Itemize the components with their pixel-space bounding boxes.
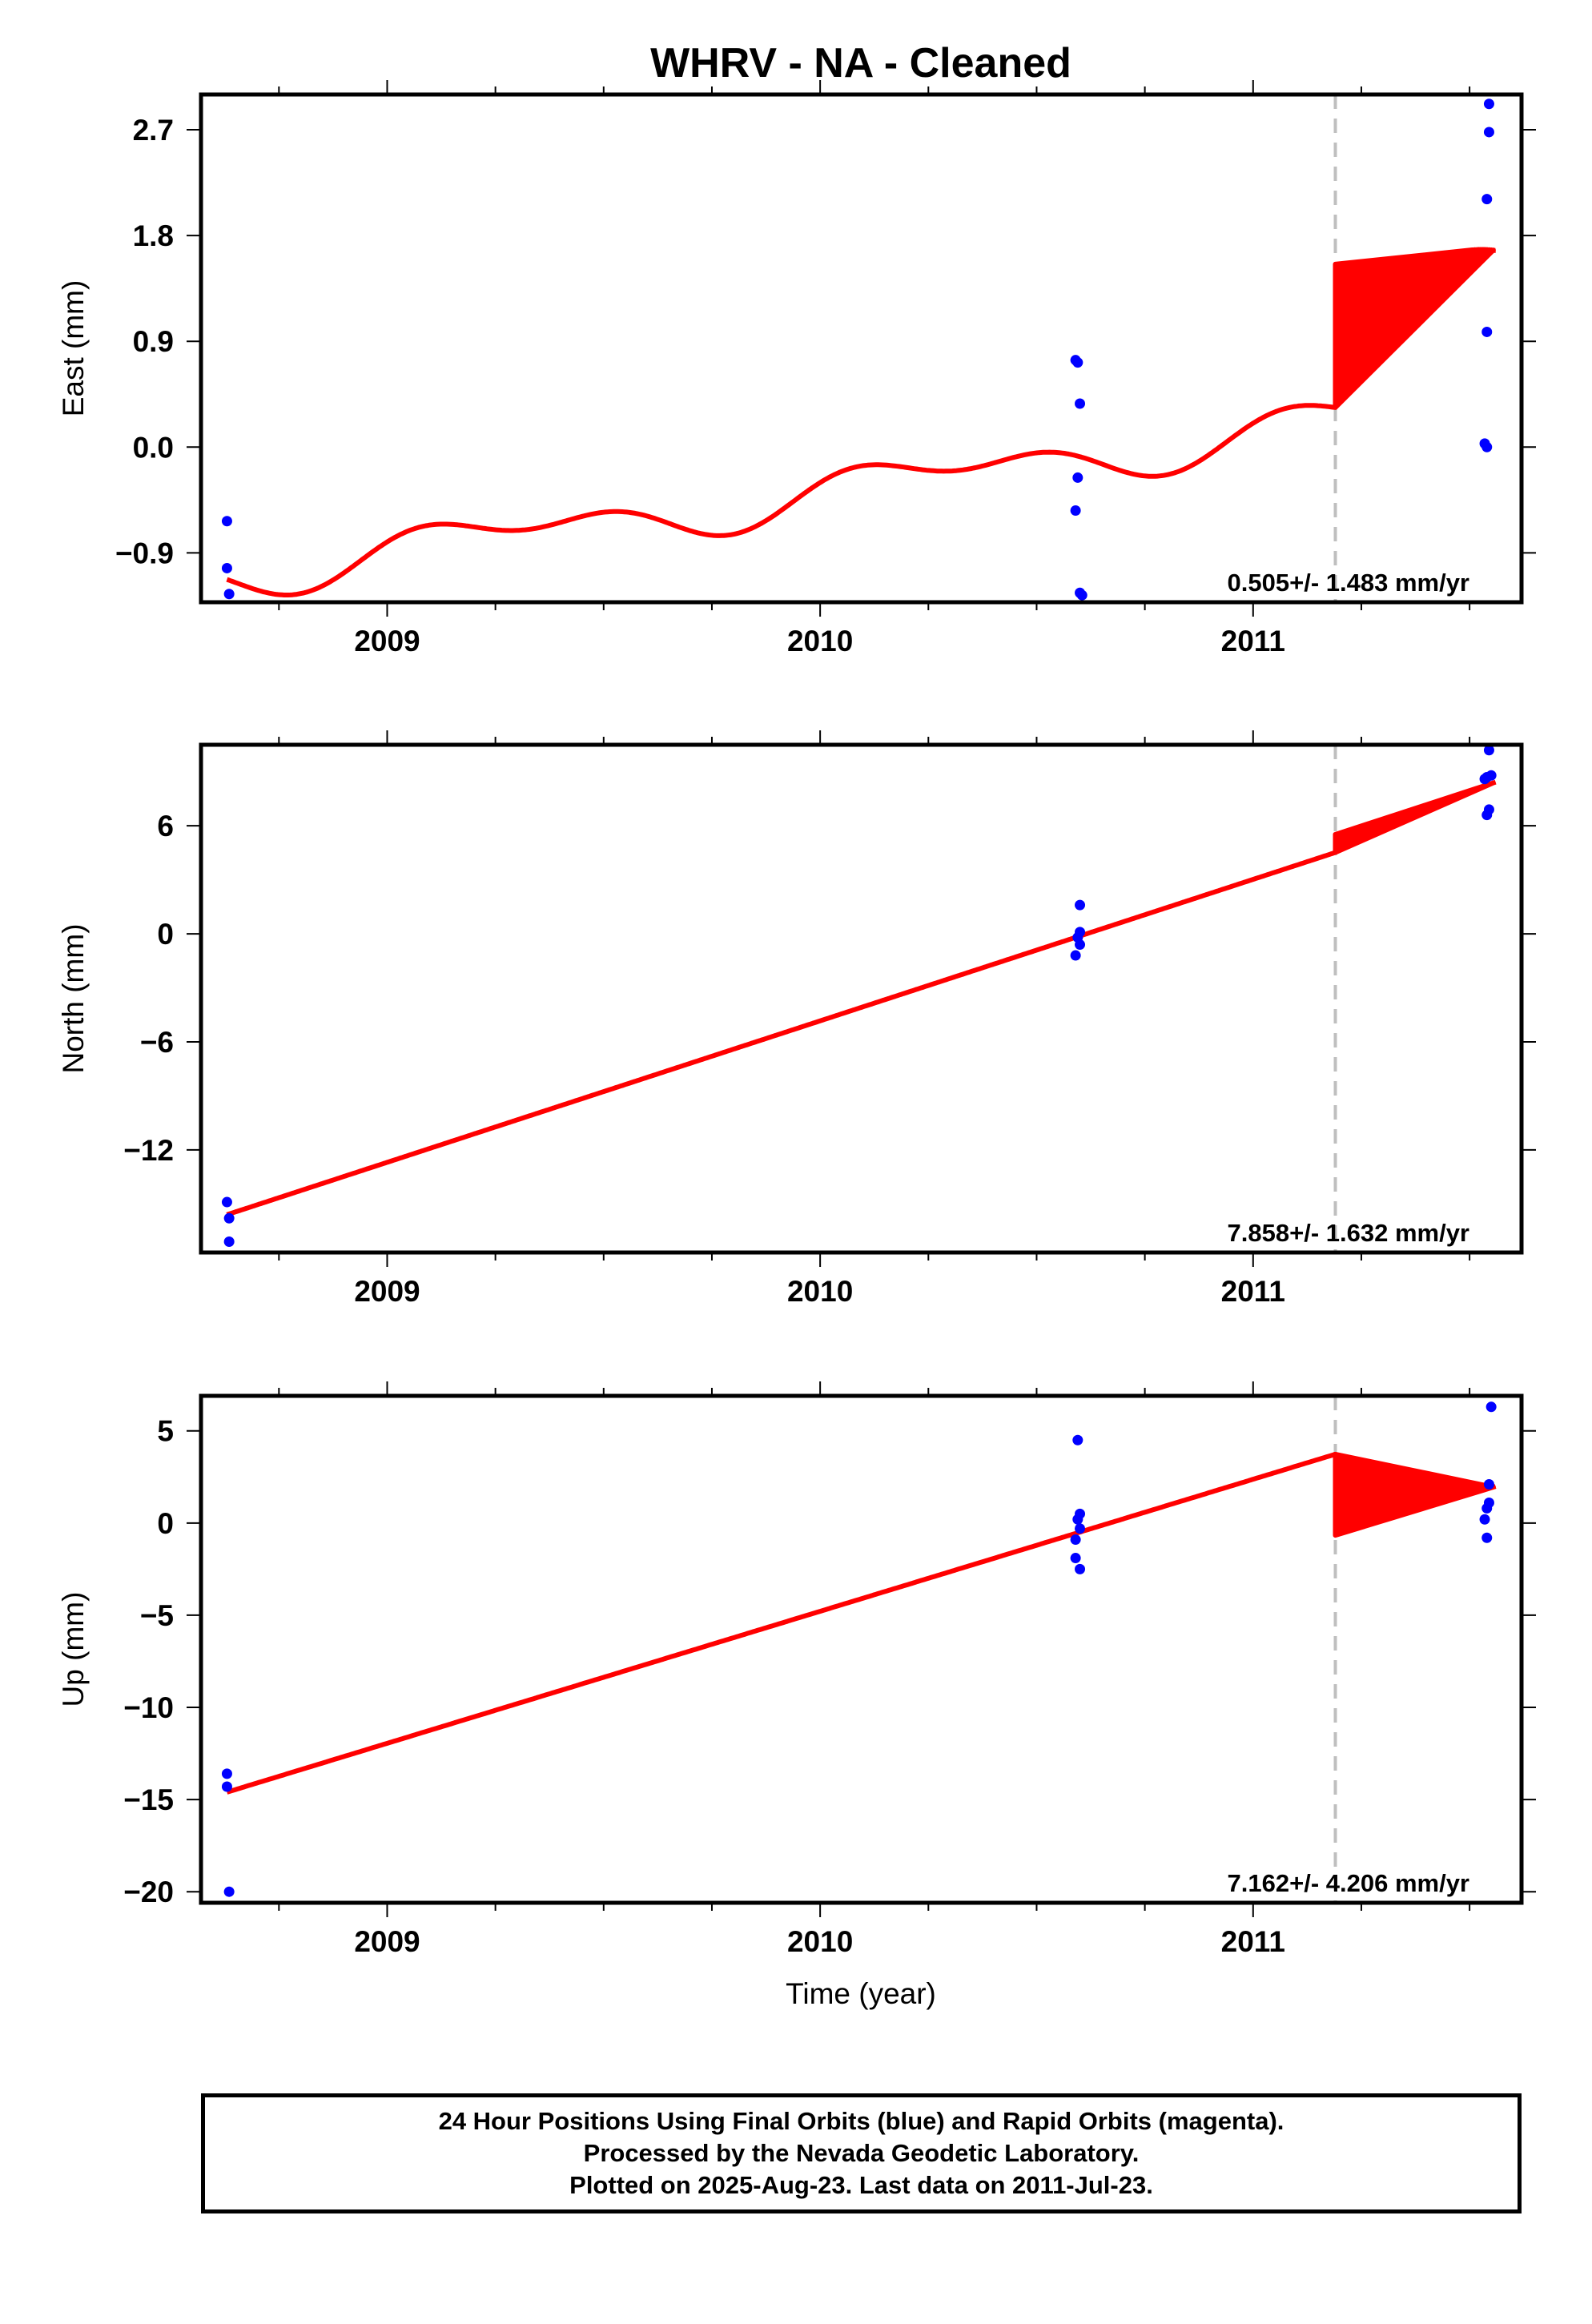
north-data-point: [223, 1212, 235, 1224]
east-data-point: [1076, 589, 1087, 601]
north-y-axis-label: North (mm): [57, 923, 90, 1073]
caption-line-3: Plotted on 2025-Aug-23. Last data on 201…: [569, 2171, 1153, 2199]
up-data-point: [1485, 1401, 1497, 1413]
east-data-point: [1072, 357, 1083, 368]
north-data-point: [1481, 810, 1493, 821]
panels: 2009 2010 2011 −0.9 0.0 0.9 1.8 2.7 East (mm) 0.5…: [57, 80, 1536, 1958]
up-data-point: [1483, 1478, 1494, 1490]
east-x-tick-label: 2009: [354, 625, 420, 657]
up-y-tick-label: −15: [123, 1783, 174, 1816]
east-x-tick-label: 2011: [1221, 625, 1285, 657]
up-x-tick-label: 2011: [1221, 1925, 1285, 1958]
east-data-point: [221, 516, 232, 527]
up-data-point: [1075, 1563, 1086, 1574]
east-data-point: [1483, 99, 1494, 110]
east-y-tick-label: 0.0: [133, 431, 174, 464]
up-y-tick-label: −5: [140, 1599, 174, 1632]
north-x-tick-label: 2009: [354, 1275, 420, 1308]
north-rate-label: 7.858+/- 1.632 mm/yr: [1228, 1219, 1469, 1247]
caption-box: 24 Hour Positions Using Final Orbits (bl…: [201, 2093, 1522, 2213]
up-data-point: [1072, 1434, 1083, 1445]
chart-title: WHRV - NA - Cleaned: [650, 40, 1071, 86]
up-y-tick-label: 5: [157, 1415, 174, 1448]
north-y-tick-label: 6: [157, 810, 174, 842]
east-y-tick-label: 2.7: [133, 114, 174, 147]
x-axis-label: Time (year): [786, 1977, 936, 2010]
north-x-tick-label: 2011: [1221, 1275, 1285, 1308]
up-data-point: [1070, 1553, 1081, 1564]
north-data-point: [221, 1196, 232, 1208]
up-y-axis-label: Up (mm): [57, 1592, 90, 1707]
up-rate-label: 7.162+/- 4.206 mm/yr: [1228, 1869, 1469, 1897]
up-y-tick-label: 0: [157, 1507, 174, 1540]
east-data-point: [221, 562, 232, 573]
caption-line-1: 24 Hour Positions Using Final Orbits (bl…: [438, 2107, 1284, 2135]
up-data-point: [1072, 1514, 1083, 1525]
north-data-point: [1075, 939, 1086, 951]
up-data-point: [1481, 1502, 1493, 1514]
east-data-point: [1072, 472, 1083, 483]
north-data-point: [1075, 899, 1086, 911]
up-plot-frame: [199, 1393, 1524, 1905]
up-data-point: [1479, 1514, 1490, 1525]
east-y-tick-label: 1.8: [133, 219, 174, 252]
east-data-point: [1483, 127, 1494, 138]
north-data-point: [1479, 774, 1490, 785]
north-y-tick-label: 0: [157, 918, 174, 951]
up-data-point: [223, 1886, 235, 1897]
east-plot-frame: [199, 92, 1524, 605]
east-model-line: [226, 247, 1496, 597]
north-y-tick-label: −6: [140, 1026, 174, 1059]
east-data-point: [1070, 505, 1081, 517]
east-y-axis-label: East (mm): [57, 280, 90, 417]
east-y-tick-label: −0.9: [115, 537, 174, 569]
east-panel: 2009 2010 2011 −0.9 0.0 0.9 1.8 2.7 East (mm) 0.5…: [57, 80, 1536, 657]
up-panel: 2009 2010 2011 −20 −15 −10 −5 0 5 Up (mm) 7.162+/-…: [57, 1381, 1536, 1958]
east-rate-label: 0.505+/- 1.483 mm/yr: [1228, 569, 1469, 597]
caption-line-2: Processed by the Nevada Geodetic Laborat…: [583, 2139, 1140, 2167]
up-y-tick-label: −20: [123, 1876, 174, 1908]
north-data-point: [1483, 745, 1494, 756]
up-data-point: [221, 1768, 232, 1779]
east-x-tick-label: 2010: [787, 625, 853, 657]
north-plot-frame: [199, 742, 1524, 1255]
up-data-point: [1075, 1523, 1086, 1534]
north-model-line: [226, 779, 1497, 1217]
up-data-point: [1481, 1532, 1493, 1543]
up-data-point: [221, 1781, 232, 1792]
up-x-tick-label: 2009: [354, 1925, 420, 1958]
east-data-point: [1481, 441, 1493, 452]
east-y-tick-label: 0.9: [133, 325, 174, 358]
north-data-point: [223, 1236, 235, 1248]
north-y-tick-label: −12: [123, 1134, 174, 1167]
up-y-tick-label: −10: [123, 1691, 174, 1724]
east-data-point: [1481, 194, 1493, 205]
east-data-point: [1075, 398, 1086, 409]
north-panel: 2009 2010 2011 −12 −6 0 6 North (mm) 7.858+/- 1.…: [57, 730, 1536, 1308]
up-data-point: [1070, 1534, 1081, 1546]
east-data-point: [223, 589, 235, 600]
east-data-point: [1481, 326, 1493, 337]
up-model-line: [226, 1451, 1497, 1795]
north-x-tick-label: 2010: [787, 1275, 853, 1308]
up-x-tick-label: 2010: [787, 1925, 853, 1958]
north-data-point: [1070, 950, 1081, 961]
